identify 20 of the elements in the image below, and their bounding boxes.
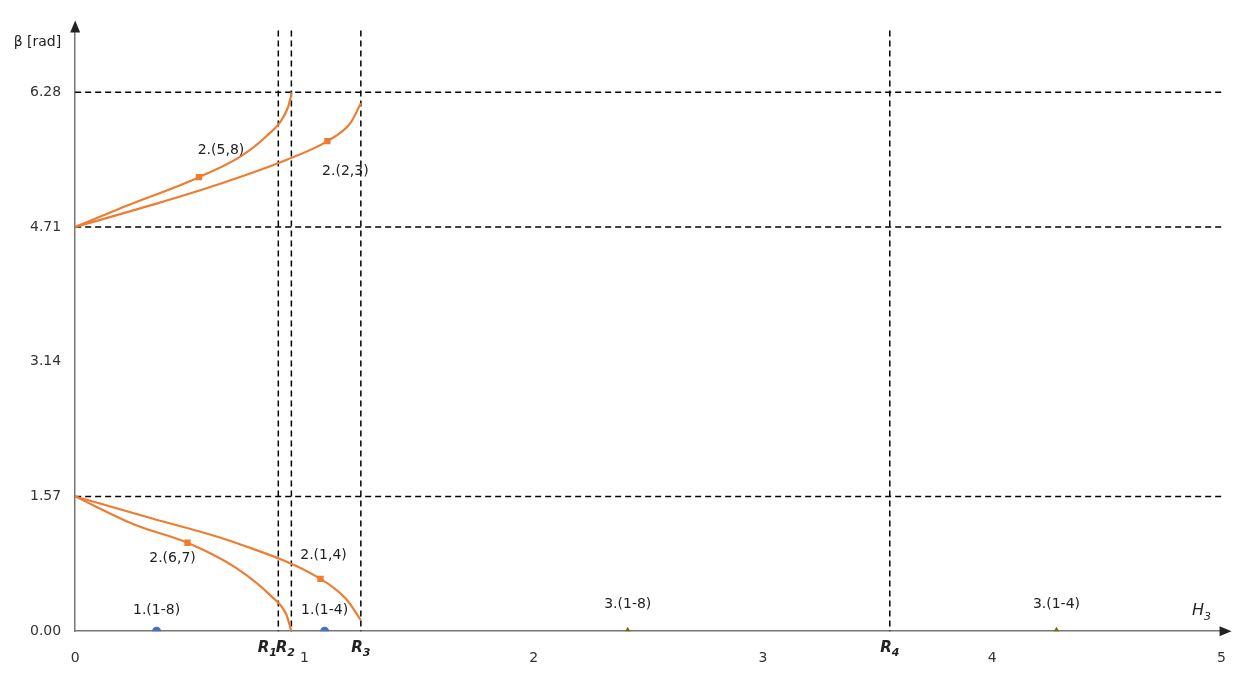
x-tick-label: 0 <box>70 649 80 666</box>
x-tick-label: 4 <box>987 649 997 666</box>
series-label: 3.(1-8) <box>604 594 652 611</box>
annotation: 2.(5,8) <box>197 140 245 157</box>
y-tick-label: 1.57 <box>30 487 62 504</box>
series-label: 1.(1-4) <box>301 600 349 617</box>
y-tick-label: 6.28 <box>30 82 62 99</box>
series-label: 1.(1-8) <box>132 600 181 617</box>
annotation: 2.(1,4) <box>300 546 347 563</box>
annotation: 2.(2,3) <box>322 161 369 178</box>
x-tick-label: 3 <box>758 649 768 666</box>
annotation: 2.(6,7) <box>149 549 196 566</box>
series-label: 3.(1-4) <box>1032 594 1081 611</box>
y-tick-label: 4.71 <box>30 217 62 234</box>
y-tick-label: 0.00 <box>30 621 62 638</box>
y-axis-title: β [rad] <box>13 33 62 50</box>
x-tick-label: 2 <box>529 649 539 666</box>
y-tick-label: 3.14 <box>30 352 62 369</box>
x-tick-label: 1 <box>299 649 309 666</box>
x-tick-label: 5 <box>1217 649 1227 666</box>
